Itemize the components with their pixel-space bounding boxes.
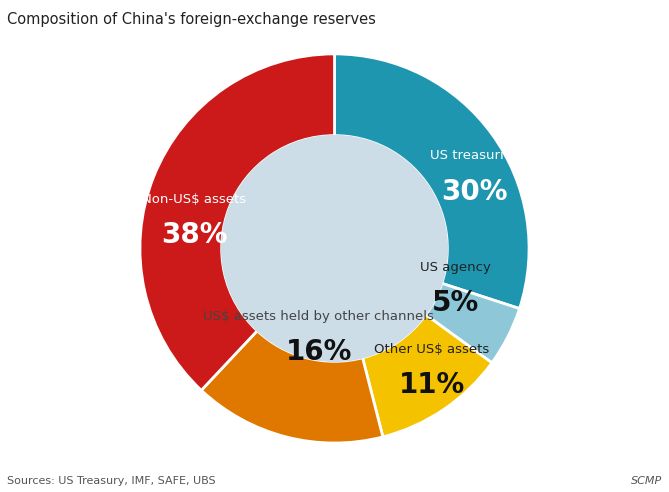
Text: US$ assets held by other channels: US$ assets held by other channels <box>203 310 434 323</box>
Wedge shape <box>334 54 529 308</box>
Text: Other US$ assets: Other US$ assets <box>374 343 490 356</box>
Text: 30%: 30% <box>442 178 508 206</box>
Text: 11%: 11% <box>399 370 465 399</box>
Text: Non-US$ assets: Non-US$ assets <box>142 193 246 206</box>
Wedge shape <box>425 283 520 363</box>
Text: US agency: US agency <box>419 261 490 275</box>
Circle shape <box>221 136 448 361</box>
Text: Composition of China's foreign-exchange reserves: Composition of China's foreign-exchange … <box>7 12 375 27</box>
Text: 38%: 38% <box>161 221 227 249</box>
Text: 5%: 5% <box>432 289 479 317</box>
Text: SCMP: SCMP <box>631 476 662 486</box>
Wedge shape <box>201 331 383 443</box>
Text: 16%: 16% <box>286 338 352 366</box>
Text: Sources: US Treasury, IMF, SAFE, UBS: Sources: US Treasury, IMF, SAFE, UBS <box>7 476 215 486</box>
Wedge shape <box>140 54 334 390</box>
Wedge shape <box>363 315 492 437</box>
Text: US treasuries: US treasuries <box>430 149 519 161</box>
